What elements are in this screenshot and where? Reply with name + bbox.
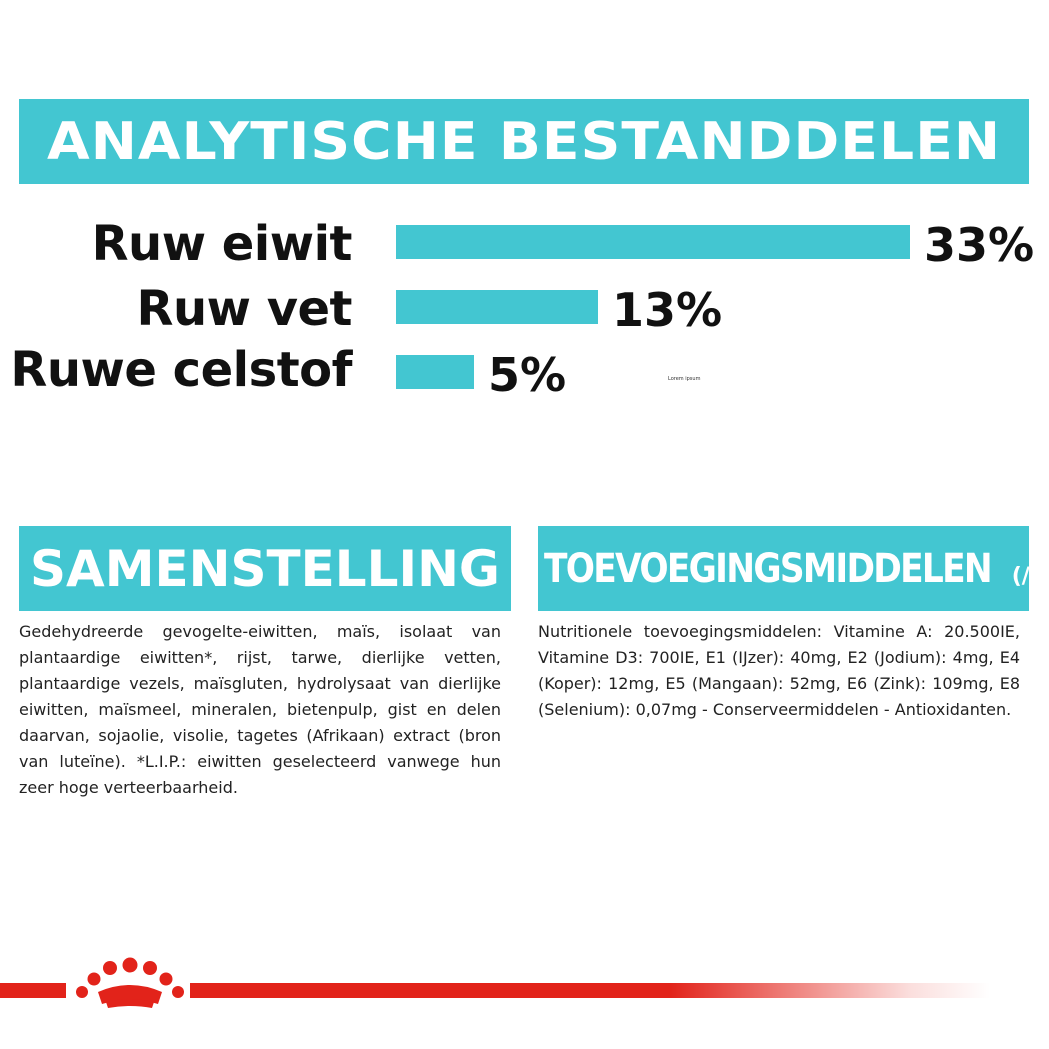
analysis-title: ANALYTISCHE BESTANDDELEN: [46, 111, 1002, 172]
placeholder-text: Lorem ipsum: [668, 376, 701, 382]
nutrient-value-protein: 33%: [924, 218, 1035, 272]
composition-title: SAMENSTELLING: [30, 539, 500, 598]
additives-header: TOEVOEGINGSMIDDELEN (/kg): [538, 526, 1029, 611]
royal-canin-crown-icon: [76, 957, 184, 1008]
nutrient-bar-protein: [396, 225, 910, 259]
footer-line-right: [190, 983, 990, 998]
nutrient-label-fat: Ruw vet: [136, 281, 353, 337]
analysis-banner: ANALYTISCHE BESTANDDELEN: [19, 99, 1029, 184]
nutrient-label-protein: Ruw eiwit: [91, 216, 353, 272]
additives-title: TOEVOEGINGSMIDDELEN: [544, 545, 993, 592]
additives-title-suffix: (/kg): [1011, 564, 1029, 589]
additives-text: Nutritionele toevoegingsmiddelen: Vitami…: [538, 622, 1020, 719]
nutrient-label-fibre: Ruwe celstof: [10, 342, 352, 398]
nutrient-bar-fat: [396, 290, 598, 324]
nutrient-bar-fibre: [396, 355, 474, 389]
nutrient-value-fibre: 5%: [488, 348, 567, 402]
footer-line-left: [0, 983, 66, 998]
composition-header: SAMENSTELLING: [19, 526, 511, 611]
composition-text: Gedehydreerde gevogelte-eiwitten, maïs, …: [19, 622, 501, 797]
nutrient-value-fat: 13%: [612, 283, 723, 337]
